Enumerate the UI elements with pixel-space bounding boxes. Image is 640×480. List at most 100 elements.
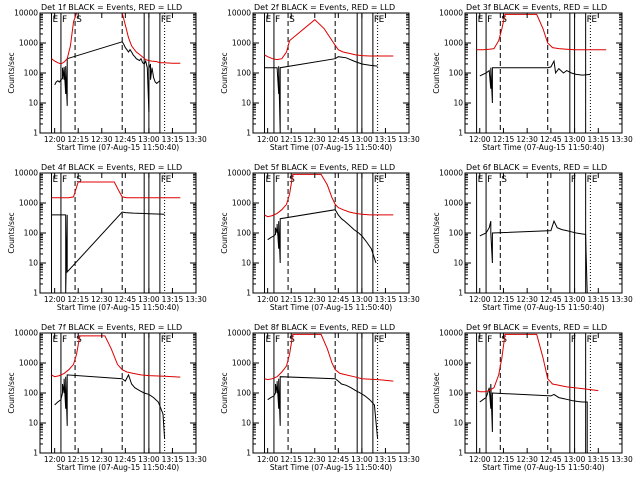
event-marker-label: F (275, 335, 280, 345)
x-tick-label: 12:45 (115, 455, 137, 464)
panel-title: Det 3f BLACK = Events, RED = LLD (466, 3, 607, 12)
plot-frame (39, 172, 197, 294)
y-tick-label: 10 (28, 99, 38, 108)
panel-title: Det 8f BLACK = Events, RED = LLD (254, 323, 395, 332)
y-axis-label: Counts/sec (7, 52, 16, 93)
event-marker-label: FE (587, 335, 598, 345)
y-tick-label: 10 (453, 419, 463, 428)
x-tick-label: 13:00 (564, 455, 586, 464)
event-marker-label: E (166, 335, 172, 345)
y-tick-label: 10 (453, 259, 463, 268)
x-tick-label: 12:45 (115, 135, 137, 144)
x-tick-label: 13:00 (351, 295, 373, 304)
x-tick-label: 13:15 (375, 455, 397, 464)
y-tick-label: 1 (246, 449, 251, 458)
y-tick-label: 1 (33, 289, 38, 298)
y-tick-label: 1 (33, 449, 38, 458)
plot-frame (39, 332, 197, 454)
event-marker-label: E (379, 335, 385, 345)
events-rate-line (267, 376, 379, 439)
events-rate-line (267, 209, 377, 264)
x-tick-label: 12:30 (516, 135, 538, 144)
y-tick-label: 10000 (14, 329, 38, 338)
x-tick-label: 12:45 (115, 295, 137, 304)
event-marker-label: E (266, 175, 272, 185)
y-tick-label: 100 (449, 229, 464, 238)
y-tick-label: 1 (458, 289, 463, 298)
x-tick-label: 13:15 (375, 135, 397, 144)
event-marker-label: F (571, 175, 576, 185)
y-tick-label: 100 (24, 69, 39, 78)
x-tick-label: 13:30 (611, 295, 633, 304)
y-tick-label: 10 (28, 419, 38, 428)
event-marker-label: F (487, 175, 492, 185)
y-axis-label: Counts/sec (220, 212, 229, 253)
y-tick-label: 10 (241, 259, 251, 268)
events-rate-line (264, 56, 378, 133)
event-marker-label: FE (587, 175, 598, 185)
y-tick-label: 100 (237, 229, 252, 238)
event-marker-label: S (289, 15, 295, 25)
event-marker-label: S (76, 175, 82, 185)
x-tick-label: 13:00 (564, 295, 586, 304)
x-axis-label: Start Time (07-Aug-15 11:50:40) (482, 143, 604, 152)
plot-frame (252, 12, 410, 134)
x-tick-label: 12:15 (280, 295, 302, 304)
event-marker-label: F (161, 175, 166, 185)
event-marker-label: E (53, 335, 59, 345)
x-tick-label: 12:30 (91, 295, 113, 304)
y-tick-label: 1000 (444, 199, 463, 208)
y-axis-label: Counts/sec (220, 52, 229, 93)
y-tick-label: 1000 (19, 39, 38, 48)
x-tick-label: 12:15 (67, 135, 89, 144)
x-tick-label: 13:15 (375, 295, 397, 304)
event-marker-label: F (374, 15, 379, 25)
event-marker-label: F (275, 175, 280, 185)
panel-title: Det 2f BLACK = Events, RED = LLD (254, 3, 395, 12)
x-tick-label: 12:15 (67, 455, 89, 464)
x-tick-label: 12:00 (257, 135, 279, 144)
panel-title: Det 4f BLACK = Events, RED = LLD (41, 163, 182, 172)
event-marker-label: E (266, 15, 272, 25)
event-marker-label: F (487, 15, 492, 25)
x-tick-label: 12:00 (257, 295, 279, 304)
x-tick-label: 13:15 (162, 455, 184, 464)
y-tick-label: 10000 (439, 329, 463, 338)
event-marker-label: E (266, 335, 272, 345)
events-rate-line (479, 59, 591, 104)
panel-title: Det 9f BLACK = Events, RED = LLD (466, 323, 607, 332)
y-tick-label: 10000 (439, 9, 463, 18)
x-axis-label: Start Time (07-Aug-15 11:50:40) (57, 303, 179, 312)
event-marker-label: F (161, 335, 166, 345)
x-tick-label: 13:15 (587, 135, 609, 144)
y-tick-label: 100 (24, 229, 39, 238)
x-axis-label: Start Time (07-Aug-15 11:50:40) (57, 143, 179, 152)
event-marker-label: F (571, 335, 576, 345)
x-tick-label: 12:00 (469, 135, 491, 144)
events-rate-line (54, 41, 161, 113)
event-marker-label: E (53, 175, 59, 185)
y-tick-label: 100 (449, 389, 464, 398)
x-tick-label: 12:15 (493, 135, 515, 144)
y-tick-label: 10000 (14, 169, 38, 178)
x-tick-label: 12:45 (540, 135, 562, 144)
y-tick-label: 10 (28, 259, 38, 268)
event-marker-label: E (379, 15, 385, 25)
x-tick-label: 12:45 (328, 295, 350, 304)
x-tick-label: 12:15 (493, 455, 515, 464)
x-axis-label: Start Time (07-Aug-15 11:50:40) (270, 303, 392, 312)
y-tick-label: 10000 (14, 9, 38, 18)
panel-title: Det 7f BLACK = Events, RED = LLD (41, 323, 182, 332)
x-axis-label: Start Time (07-Aug-15 11:50:40) (270, 143, 392, 152)
x-tick-label: 12:30 (304, 135, 326, 144)
y-tick-label: 10 (453, 99, 463, 108)
x-axis-label: Start Time (07-Aug-15 11:50:40) (482, 303, 604, 312)
event-marker-label: F (275, 15, 280, 25)
x-tick-label: 13:00 (564, 135, 586, 144)
events-rate-line (479, 383, 588, 453)
event-marker-label: F (62, 175, 67, 185)
